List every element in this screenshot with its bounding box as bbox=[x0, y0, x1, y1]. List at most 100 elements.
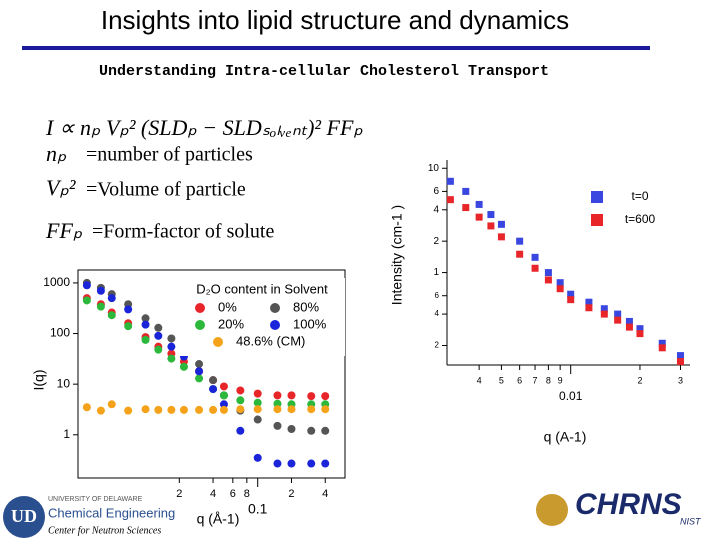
formula: I ∝ nₚ Vₚ² (SLDₚ − SLDₛₒₗᵥₑₙₜ)² FFₚ bbox=[45, 115, 363, 140]
legend-label: 48.6% (CM) bbox=[236, 333, 305, 348]
y-axis-label: I(q) bbox=[31, 370, 47, 391]
series bbox=[82, 400, 330, 415]
y-tick-label: 6 bbox=[435, 291, 440, 300]
y-tick-label: 2 bbox=[435, 341, 440, 350]
y-tick-label: 10 bbox=[428, 163, 440, 174]
point bbox=[544, 276, 552, 284]
point bbox=[636, 325, 644, 333]
chrns-logo: CHRNS NIST bbox=[536, 488, 702, 526]
x-tick-label: 8 bbox=[244, 488, 250, 500]
point bbox=[107, 294, 116, 303]
point bbox=[658, 344, 666, 352]
point bbox=[82, 296, 91, 305]
point bbox=[253, 415, 262, 424]
slide-subtitle: Understanding Intra-cellular Cholesterol… bbox=[99, 63, 549, 80]
point bbox=[321, 459, 330, 468]
legend-swatch bbox=[213, 337, 223, 347]
y-axis-label: Intensity (cm-1 ) bbox=[389, 205, 405, 305]
point bbox=[321, 426, 330, 435]
point bbox=[253, 389, 262, 398]
point bbox=[124, 406, 133, 415]
point bbox=[167, 334, 176, 343]
term-text: =number of particles bbox=[86, 144, 253, 166]
point bbox=[600, 310, 608, 318]
point bbox=[124, 305, 133, 314]
x-tick-label: 2 bbox=[176, 488, 182, 500]
point bbox=[209, 405, 218, 414]
x-tick-label: 0.01 bbox=[559, 389, 583, 403]
term-text: =Volume of particle bbox=[86, 179, 246, 201]
point bbox=[676, 358, 684, 366]
point bbox=[676, 352, 684, 360]
legend-swatch bbox=[270, 320, 280, 330]
point bbox=[236, 386, 245, 395]
legend-label: 20% bbox=[218, 316, 244, 331]
point bbox=[658, 339, 666, 347]
point bbox=[600, 305, 608, 313]
y-tick-label: 1 bbox=[63, 427, 70, 441]
legend-swatch bbox=[591, 191, 603, 203]
point bbox=[209, 385, 218, 394]
legend-box bbox=[180, 278, 345, 356]
term-symbol: nₚ bbox=[46, 141, 67, 166]
y-tick-label: 2 bbox=[433, 236, 439, 247]
point bbox=[625, 317, 633, 325]
point bbox=[556, 279, 564, 287]
point bbox=[195, 360, 204, 369]
point bbox=[321, 405, 330, 414]
point bbox=[236, 396, 245, 405]
point bbox=[516, 237, 524, 245]
term-symbol: Vₚ² bbox=[46, 175, 76, 200]
point bbox=[273, 421, 282, 430]
university: UNIVERSITY OF DELAWARE bbox=[48, 496, 143, 503]
x-tick-label: 6 bbox=[230, 488, 236, 500]
point bbox=[167, 405, 176, 414]
y-tick-label: 4 bbox=[433, 204, 439, 215]
point bbox=[531, 253, 539, 261]
point bbox=[96, 406, 105, 415]
x-tick-label: 4 bbox=[322, 488, 328, 500]
legend-label: 0% bbox=[218, 299, 237, 314]
point bbox=[614, 316, 622, 324]
point bbox=[287, 425, 296, 434]
point bbox=[516, 250, 524, 258]
legend-swatch bbox=[195, 320, 205, 330]
point bbox=[209, 376, 218, 385]
point bbox=[154, 323, 163, 332]
point bbox=[273, 391, 282, 400]
point bbox=[497, 220, 505, 228]
point bbox=[167, 342, 176, 351]
point bbox=[236, 426, 245, 435]
point bbox=[154, 331, 163, 340]
y-tick-label: 10 bbox=[57, 376, 71, 390]
department: Chemical Engineering bbox=[48, 505, 175, 520]
y-tick-label: 1 bbox=[433, 267, 439, 278]
point bbox=[167, 354, 176, 363]
series bbox=[82, 281, 330, 468]
legend-label: 80% bbox=[293, 299, 319, 314]
svg-text:UD: UD bbox=[11, 506, 37, 526]
point bbox=[307, 426, 316, 435]
point bbox=[96, 286, 105, 295]
point bbox=[141, 314, 150, 323]
point bbox=[462, 187, 470, 195]
point bbox=[287, 391, 296, 400]
legend-label: t=600 bbox=[625, 212, 656, 226]
x-tick-label: 3 bbox=[678, 375, 683, 385]
point bbox=[475, 200, 483, 208]
point bbox=[219, 405, 228, 414]
point bbox=[636, 330, 644, 338]
point bbox=[82, 281, 91, 290]
point bbox=[253, 405, 262, 414]
point bbox=[179, 362, 188, 371]
plot-frame bbox=[77, 269, 346, 479]
x-tick-label: 4 bbox=[210, 488, 216, 500]
x-axis-label: q (A-1) bbox=[544, 429, 587, 445]
series bbox=[82, 296, 330, 409]
point bbox=[307, 459, 316, 468]
point bbox=[287, 459, 296, 468]
point bbox=[544, 269, 552, 277]
legend-swatch bbox=[195, 303, 205, 313]
x-tick-label: 4 bbox=[477, 375, 482, 385]
